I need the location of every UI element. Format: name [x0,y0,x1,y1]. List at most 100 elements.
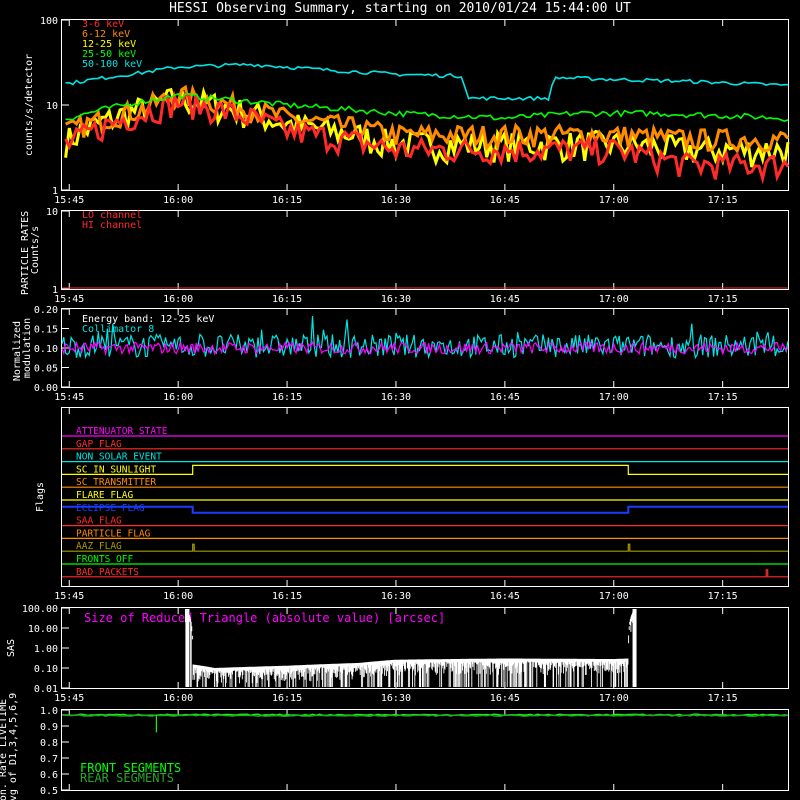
x-tick-label-sas-3: 16:30 [381,693,411,704]
y-tick-label-sas-3: 10.00 [28,624,58,635]
y-tick-label-livetime-4: 0.9 [40,722,58,733]
flag-label-9: AAZ FLAG [76,541,122,552]
x-tick-label-count-rates-5: 17:00 [599,195,629,206]
x-tick-label-flags-5: 17:00 [599,591,629,602]
x-tick-label-modulation-1: 16:00 [163,392,193,403]
x-tick-label-particle-rates-2: 16:15 [272,294,302,305]
x-tick-label-flags-1: 16:00 [163,591,193,602]
flag-label-1: GAP FLAG [76,439,122,450]
ylabel-modulation: Normalized modulation [12,315,33,381]
flag-line-9 [62,543,788,552]
ylabel-livetime: Mon. Rate LIVETIME avg of D1,3,4,5,6,9 [0,693,19,800]
x-tick-label-sas-4: 16:45 [490,693,520,704]
x-tick-label-particle-rates-6: 17:15 [708,294,738,305]
y-tick-label-sas-0: 0.01 [34,684,58,695]
x-tick-label-flags-6: 17:15 [708,591,738,602]
ylabel-particle-rates: PARTICLE RATES Counts/s [20,205,41,295]
y-tick-label-livetime-3: 0.8 [40,738,58,749]
flag-label-11: BAD PACKETS [76,567,139,578]
x-tick-label-sas-6: 17:15 [708,693,738,704]
x-tick-label-sas-1: 16:00 [163,693,193,704]
modulation-line-1 [61,340,789,357]
x-tick-label-modulation-5: 17:00 [599,392,629,403]
x-tick-label-modulation-2: 16:15 [272,392,302,403]
data-layer: 15:45 16:00 16:15 16:30 16:45 17:00 17:15 15:45… [22,16,790,797]
x-tick-label-count-rates-2: 16:15 [272,195,302,206]
panel-particle-rates [61,210,789,290]
y-tick-label-modulation-1: 0.05 [34,364,58,375]
legend-count-rates-1: 6-12 keV [82,29,130,40]
flag-label-3: SC IN SUNLIGHT [76,464,156,475]
x-tick-label-count-rates-3: 16:30 [381,195,411,206]
x-tick-label-count-rates-4: 16:45 [490,195,520,206]
ylabel-modulation-line1: Normalized [12,321,23,381]
y-tick-label-count-rates-1: 10 [46,101,58,112]
y-tick-label-particle-rates-1: 10 [46,207,58,218]
x-tick-label-sas-2: 16:15 [272,693,302,704]
ylabel-modulation-line2: modulation [22,318,33,378]
sas-annotation: Size of Reduced Triangle (absolute value… [84,611,445,625]
y-tick-label-livetime-0: 0.5 [40,786,58,797]
legend-livetime-1: REAR SEGMENTS [80,771,174,785]
x-tick-label-particle-rates-0: 15:45 [54,294,84,305]
panel-flags [61,407,789,587]
legend-count-rates-4: 50-100 keV [82,59,142,70]
count-rate-line-1 [64,84,790,155]
ylabel-livetime-line2: avg of D1,3,4,5,6,9 [8,693,19,800]
legend-count-rates-2: 12-25 keV [82,39,136,50]
panel-count-rates [61,19,789,191]
count-rate-line-4 [65,62,788,102]
y-tick-label-sas-1: 0.10 [34,664,58,675]
flag-label-10: FRONTS OFF [76,554,133,565]
x-tick-label-particle-rates-1: 16:00 [163,294,193,305]
figure-title: HESSI Observing Summary, starting on 201… [169,1,631,16]
y-tick-label-sas-2: 1.00 [34,644,58,655]
flag-label-0: ATTENUATOR STATE [76,426,168,437]
sas-trace [184,609,636,687]
flag-label-7: SAA FLAG [76,516,122,527]
x-tick-label-modulation-3: 16:30 [381,392,411,403]
y-tick-label-modulation-0: 0.00 [34,383,58,394]
y-tick-label-modulation-2: 0.10 [34,344,58,355]
ylabel-count-rates: counts/s/detector [24,54,35,156]
panel-sas [61,607,789,689]
legend-livetime-0: FRONT SEGMENTS [80,761,181,775]
flag-line-3 [62,464,788,475]
x-tick-label-flags-2: 16:15 [272,591,302,602]
x-tick-label-count-rates-1: 16:00 [163,195,193,206]
x-tick-label-particle-rates-5: 17:00 [599,294,629,305]
flag-label-4: SC TRANSMITTER [76,477,156,488]
flag-label-8: PARTICLE FLAG [76,528,151,539]
count-rate-line-2 [64,86,790,168]
x-tick-label-modulation-6: 17:15 [708,392,738,403]
x-tick-label-flags-4: 16:45 [490,591,520,602]
ylabel-livetime-line1: Mon. Rate LIVETIME [0,699,9,800]
livetime-line-1 [61,714,789,717]
x-tick-label-flags-0: 15:45 [54,591,84,602]
ylabel-flags: Flags [35,482,46,512]
ylabel-sas: SAS [6,639,17,657]
y-tick-label-livetime-2: 0.7 [40,754,58,765]
x-tick-label-particle-rates-3: 16:30 [381,294,411,305]
x-tick-label-sas-5: 17:00 [599,693,629,704]
energy-band-label: Energy band: 12-25 keV [82,314,214,325]
panel-livetime [61,709,789,791]
y-tick-label-particle-rates-0: 1 [52,285,58,296]
ylabel-particle-rates-line2: Counts/s [30,226,41,274]
x-tick-label-sas-0: 15:45 [54,693,84,704]
panel-modulation [61,308,789,388]
legend-particle-rates-0: LO channel [82,210,142,221]
flag-label-5: FLARE FLAG [76,490,133,501]
y-tick-label-livetime-1: 0.6 [40,770,58,781]
legend-particle-rates-1: HI channel [82,220,142,231]
flag-label-2: NON SOLAR EVENT [76,452,162,463]
legend-count-rates-3: 25-50 keV [82,49,136,60]
y-tick-label-modulation-3: 0.15 [34,325,58,336]
flag-line-6 [62,505,788,514]
count-rate-line-3 [65,92,789,122]
y-tick-label-modulation-4: 0.20 [34,305,58,316]
legend-count-rates-0: 3-6 keV [82,19,124,30]
flag-line-11 [62,569,788,578]
x-tick-label-modulation-4: 16:45 [490,392,520,403]
